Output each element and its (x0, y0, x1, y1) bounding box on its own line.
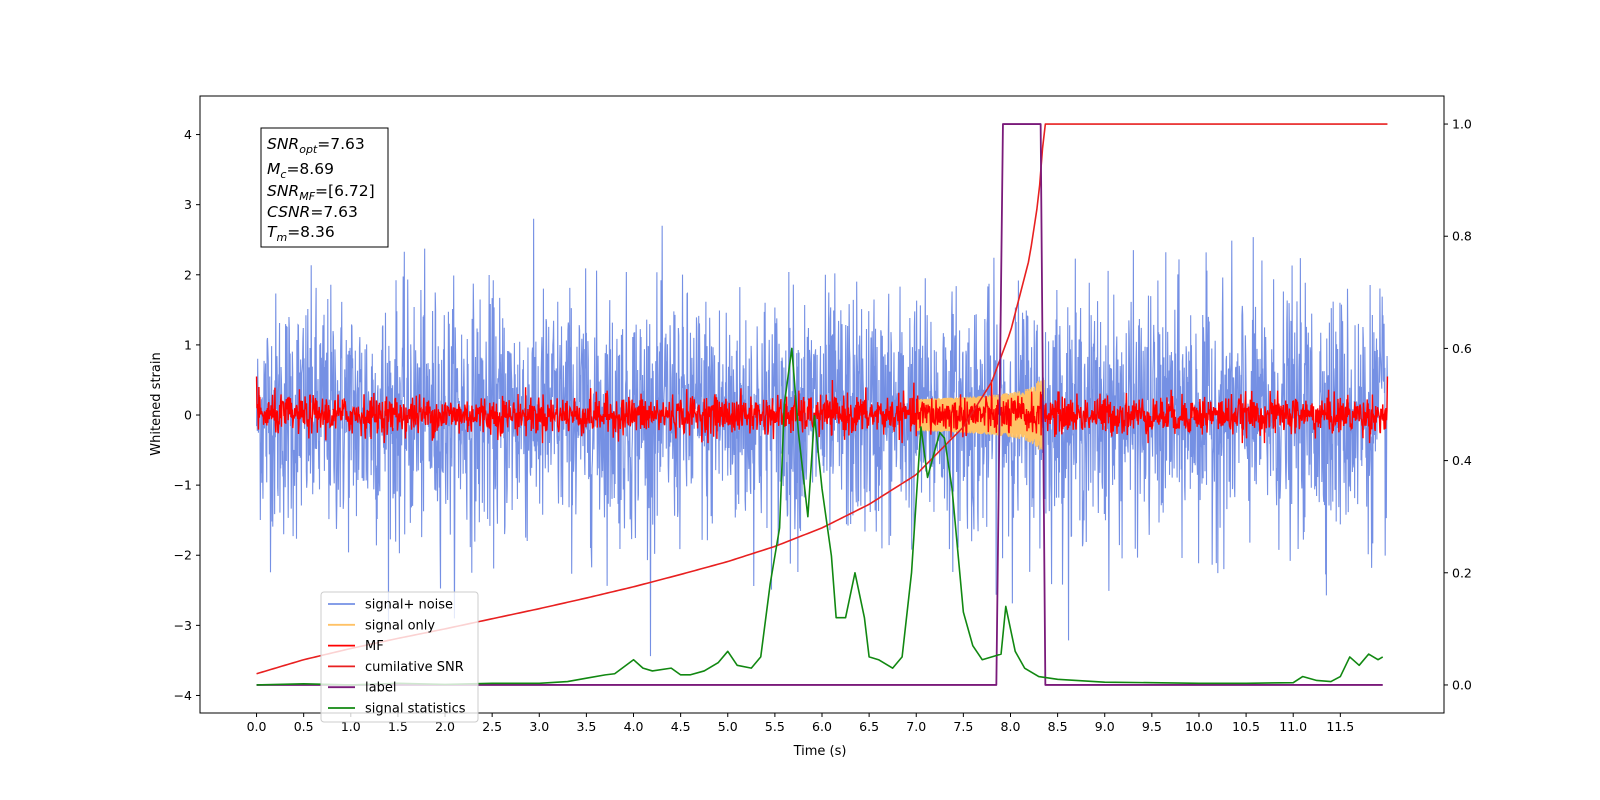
x-tick-label: 11.5 (1326, 719, 1354, 734)
x-tick-label: 2.5 (482, 719, 502, 734)
y-tick-label: 1 (184, 337, 192, 352)
x-tick-label: 7.0 (906, 719, 926, 734)
x-tick-label: 5.5 (765, 719, 785, 734)
legend-label: signal only (365, 618, 435, 633)
info-csnr: CSNR=7.63 (267, 203, 358, 221)
x-tick-label: 4.5 (671, 719, 691, 734)
y-axis-left: −4 −3 −2 −1 0 1 2 3 4 (174, 127, 200, 703)
x-tick-label: 9.5 (1142, 719, 1162, 734)
x-tick-label: 1.5 (388, 719, 408, 734)
info-snr-mf: SNRMF=[6.72] (267, 182, 375, 203)
info-tm: Tm=8.36 (267, 223, 335, 244)
x-tick-label: 5.0 (718, 719, 738, 734)
y2-tick-label: 0.6 (1452, 341, 1472, 356)
x-axis: 0.0 0.5 1.0 1.5 2.0 2.5 3.0 3.5 4.0 4.5 5.0 5.5 6.0 6… (247, 713, 1354, 734)
y-tick-label: −1 (174, 478, 192, 493)
x-tick-label: 8.5 (1048, 719, 1068, 734)
y2-tick-label: 0.8 (1452, 229, 1472, 244)
y2-tick-label: 0.2 (1452, 565, 1472, 580)
info-box: SNRopt=7.63 Mc=8.69 SNRMF=[6.72] CSNR=7.… (260, 127, 389, 248)
x-tick-label: 8.0 (1001, 719, 1021, 734)
x-tick-label: 1.0 (341, 719, 361, 734)
legend-label: MF (365, 639, 384, 654)
y2-tick-label: 0.0 (1452, 677, 1472, 692)
y-tick-label: −2 (174, 548, 192, 563)
x-tick-label: 3.5 (576, 719, 596, 734)
series-mf (255, 376, 1389, 444)
x-tick-label: 6.5 (859, 719, 879, 734)
info-box-frame (260, 127, 389, 248)
legend-frame (320, 591, 479, 723)
x-tick-label: 4.0 (624, 719, 644, 734)
x-tick-label: 9.0 (1095, 719, 1115, 734)
x-tick-label: 0.5 (294, 719, 314, 734)
series-label (256, 123, 1383, 686)
x-tick-label: 10.5 (1232, 719, 1260, 734)
y-tick-label: 2 (184, 267, 192, 282)
x-tick-label: 10.0 (1185, 719, 1213, 734)
x-tick-label: 0.0 (247, 719, 267, 734)
legend: signal+ noise signal only MF cumilative SNR… (320, 591, 479, 723)
legend-label: label (365, 681, 396, 696)
legend-label: signal statistics (365, 702, 466, 717)
x-tick-label: 7.5 (953, 719, 973, 734)
y2-tick-label: 0.4 (1452, 453, 1472, 468)
y-tick-label: −4 (174, 688, 192, 703)
y-tick-label: 0 (184, 408, 192, 423)
y-axis-right: 0.0 0.2 0.4 0.6 0.8 1.0 (1444, 117, 1472, 692)
legend-label: cumilative SNR (365, 660, 464, 675)
series-signal-statistics (256, 347, 1384, 686)
x-tick-label: 3.0 (529, 719, 549, 734)
legend-label: signal+ noise (365, 598, 453, 613)
y-tick-label: 3 (184, 197, 192, 212)
info-snr-opt: SNRopt=7.63 (267, 135, 365, 156)
x-tick-label: 6.0 (812, 719, 832, 734)
x-tick-label: 11.0 (1279, 719, 1307, 734)
x-axis-label: Time (s) (793, 744, 847, 759)
y-tick-label: −3 (174, 618, 192, 633)
info-mc: Mc=8.69 (267, 160, 334, 181)
y-axis-label: Whitened strain (149, 352, 164, 455)
x-tick-label: 2.0 (435, 719, 455, 734)
y2-tick-label: 1.0 (1452, 117, 1472, 132)
y-tick-label: 4 (184, 127, 192, 142)
